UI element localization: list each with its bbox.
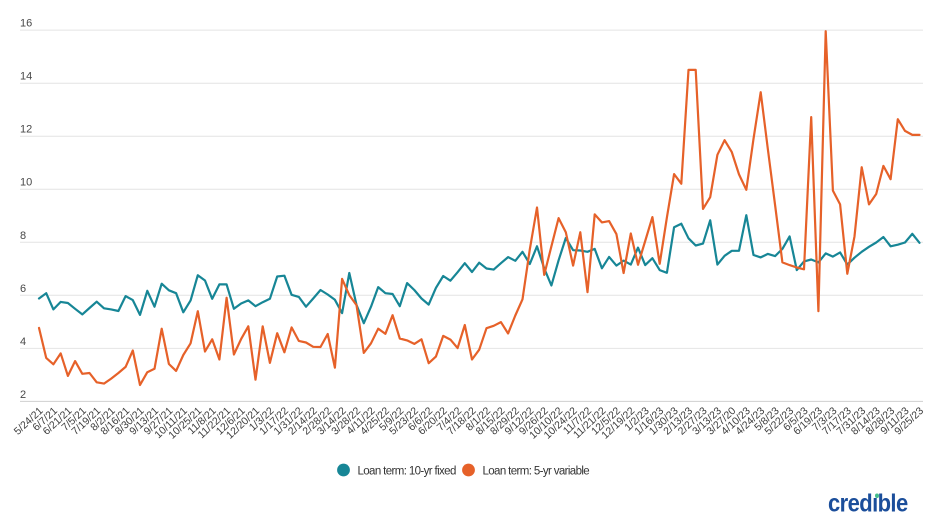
svg-text:12: 12 xyxy=(20,124,32,136)
svg-text:4: 4 xyxy=(20,336,26,348)
svg-text:2: 2 xyxy=(20,389,26,401)
svg-text:16: 16 xyxy=(20,18,32,30)
svg-text:Loan term: 10-yr fixed: Loan term: 10-yr fixed xyxy=(358,466,456,478)
svg-text:Loan term: 5-yr variable: Loan term: 5-yr variable xyxy=(483,466,590,478)
svg-text:8: 8 xyxy=(20,230,26,242)
svg-text:6: 6 xyxy=(20,283,26,295)
svg-text:14: 14 xyxy=(20,71,32,83)
svg-text:10: 10 xyxy=(20,177,32,189)
